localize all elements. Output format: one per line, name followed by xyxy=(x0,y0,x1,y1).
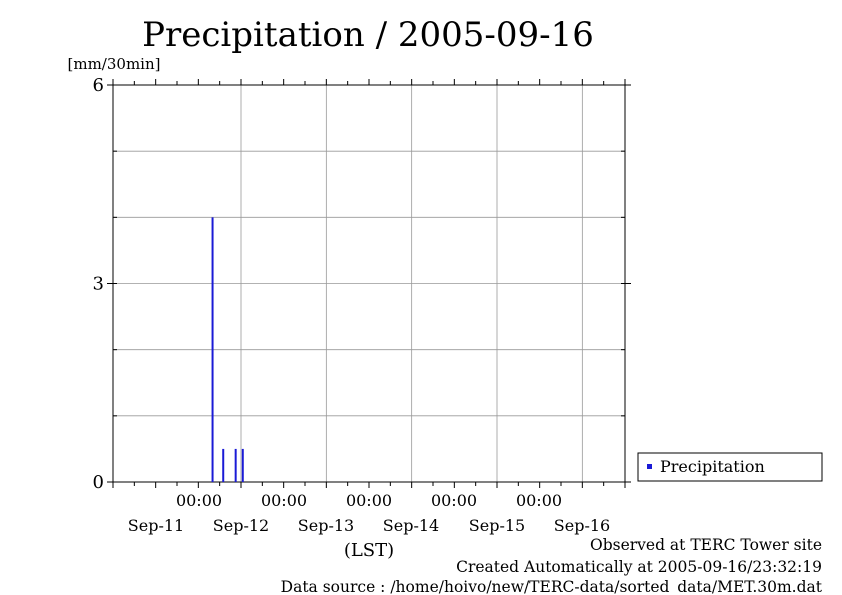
y-tick-label: 6 xyxy=(93,75,104,96)
axis-ticks xyxy=(107,79,631,488)
precipitation-bars xyxy=(211,217,244,482)
grid-lines xyxy=(113,85,625,482)
x-tick-date-label: Sep-14 xyxy=(383,516,439,535)
x-tick-time-label: 00:00 xyxy=(431,491,477,510)
y-axis-unit-label: [mm/30min] xyxy=(68,55,161,73)
x-tick-date-label: Sep-13 xyxy=(298,516,354,535)
chart-title: Precipitation / 2005-09-16 xyxy=(142,15,594,55)
x-tick-date-label: Sep-12 xyxy=(213,516,269,535)
observed-site-text: Observed at TERC Tower site xyxy=(590,536,822,554)
data-source-text: Data source : /home/hoivo/new/TERC-data/… xyxy=(281,578,823,595)
y-tick-label: 0 xyxy=(93,472,104,493)
x-tick-time-label: 00:00 xyxy=(516,491,562,510)
x-tick-time-label: 00:00 xyxy=(176,491,222,510)
legend-label: Precipitation xyxy=(660,457,765,476)
y-tick-labels: 6 3 0 xyxy=(93,75,104,493)
x-tick-time-label: 00:00 xyxy=(346,491,392,510)
x-tick-date-label: Sep-11 xyxy=(128,516,184,535)
y-tick-label: 3 xyxy=(93,274,104,295)
legend: Precipitation xyxy=(637,452,823,482)
x-axis-label: (LST) xyxy=(344,540,394,561)
legend-box xyxy=(637,452,823,482)
x-tick-labels: 00:00 Sep-11 00:00 Sep-12 00:00 Sep-13 00:00 Se… xyxy=(128,491,610,535)
created-timestamp-text: Created Automatically at 2005-09-16/23:3… xyxy=(456,558,822,576)
x-tick-time-label: 00:00 xyxy=(261,491,307,510)
legend-swatch xyxy=(647,464,652,469)
x-tick-date-label: Sep-16 xyxy=(554,516,610,535)
x-tick-date-label: Sep-15 xyxy=(469,516,525,535)
